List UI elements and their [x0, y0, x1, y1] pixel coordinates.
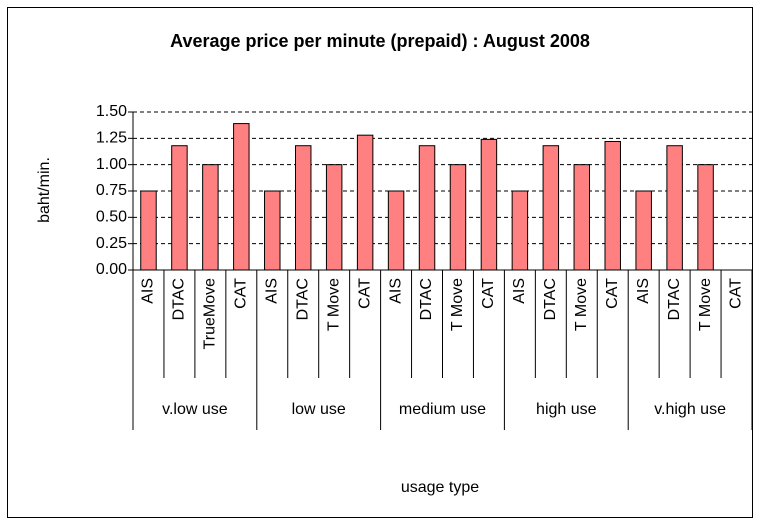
bar: [325, 164, 343, 271]
bar: [635, 190, 652, 271]
bar: [511, 190, 529, 271]
x-tick-label: DTAC: [418, 278, 435, 320]
y-axis-title: baht/min.: [36, 157, 53, 223]
y-tick-label: 1.50: [96, 103, 127, 120]
x-tick-label: AIS: [511, 278, 528, 304]
x-tick-label: DTAC: [294, 278, 311, 320]
x-tick-label: DTAC: [171, 278, 188, 320]
x-tick-label: T Move: [325, 278, 342, 331]
bar: [264, 190, 281, 271]
bar: [449, 164, 467, 271]
bar: [294, 145, 312, 271]
chart-frame: [7, 7, 753, 518]
x-tick-label: T Move: [697, 278, 714, 331]
bar: [387, 190, 405, 271]
bar: [666, 145, 683, 271]
x-tick-label: CAT: [480, 278, 497, 309]
group-label: v.low use: [162, 401, 228, 418]
y-tick-label: 0.00: [96, 261, 127, 278]
x-tick-label: T Move: [449, 278, 466, 331]
x-tick-label: CAT: [604, 278, 621, 309]
x-axis-title: usage type: [401, 479, 479, 496]
x-tick-label: AIS: [140, 278, 157, 304]
y-tick-label: 0.50: [96, 209, 127, 226]
y-tick-label: 0.75: [96, 182, 127, 199]
bar: [356, 134, 374, 271]
group-label: high use: [536, 401, 597, 418]
group-label: v.high use: [654, 401, 726, 418]
group-label: medium use: [399, 401, 486, 418]
x-tick-label: AIS: [635, 278, 652, 304]
x-tick-label: CAT: [233, 278, 250, 309]
bar: [573, 164, 591, 271]
bar: [542, 145, 560, 271]
bar: [233, 123, 250, 271]
x-tick-label: CAT: [356, 278, 373, 309]
x-tick-label: AIS: [387, 278, 404, 304]
x-tick-label: DTAC: [542, 278, 559, 320]
x-tick-label: DTAC: [666, 278, 683, 320]
x-tick-label: AIS: [263, 278, 280, 304]
bar: [140, 190, 157, 271]
bar: [202, 164, 219, 271]
chart-title: Average price per minute (prepaid) : Aug…: [170, 31, 590, 51]
bar: [697, 164, 714, 271]
x-tick-label: CAT: [728, 278, 745, 309]
y-tick-label: 1.25: [96, 130, 127, 147]
bar: [171, 145, 188, 271]
x-tick-label: TrueMove: [202, 278, 219, 350]
bar: [604, 140, 621, 271]
x-tick-label: T Move: [573, 278, 590, 331]
bar: [480, 138, 498, 271]
y-tick-label: 1.00: [96, 156, 127, 173]
y-tick-label: 0.25: [96, 235, 127, 252]
group-label: low use: [292, 401, 346, 418]
bar: [418, 145, 436, 271]
